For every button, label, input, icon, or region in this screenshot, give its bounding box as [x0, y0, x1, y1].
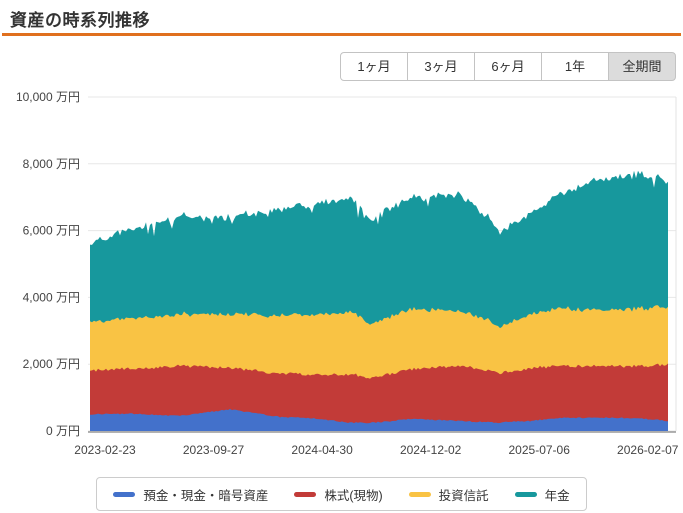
y-axis-label: 10,000 万円 [16, 90, 80, 104]
y-axis-label: 8,000 万円 [23, 157, 80, 171]
legend-item-funds[interactable]: 投資信託 [408, 485, 489, 504]
period-button-6months[interactable]: 6ヶ月 [474, 52, 542, 81]
period-button-1year[interactable]: 1年 [541, 52, 609, 81]
period-button-1month[interactable]: 1ヶ月 [340, 52, 408, 81]
period-button-all[interactable]: 全期間 [608, 52, 676, 81]
chart-legend-row: 預金・現金・暗号資産 株式(現物) 投資信託 年金 [0, 477, 683, 511]
page-title: 資産の時系列推移 [10, 11, 150, 30]
y-axis-label: 6,000 万円 [23, 224, 80, 238]
legend-label-deposits: 預金・現金・暗号資産 [143, 488, 269, 503]
legend-swatch-deposits [113, 491, 136, 497]
chart-legend: 預金・現金・暗号資産 株式(現物) 投資信託 年金 [96, 477, 587, 511]
asset-timeseries-chart: 0 万円 2,000 万円 4,000 万円 6,000 万円 8,000 万円 10,0… [16, 90, 679, 457]
x-axis-label: 2023-02-23 [74, 443, 136, 457]
legend-swatch-pension [514, 491, 537, 497]
x-axis-label: 2023-09-27 [183, 443, 245, 457]
x-axis-label: 2025-07-06 [509, 443, 571, 457]
legend-label-funds: 投資信託 [438, 488, 489, 503]
legend-label-stocks: 株式(現物) [324, 488, 383, 503]
x-axis-label: 2024-04-30 [291, 443, 353, 457]
title-divider [2, 33, 681, 36]
y-axis-label: 4,000 万円 [23, 290, 80, 304]
legend-swatch-funds [408, 491, 431, 497]
x-axis-label: 2024-12-02 [400, 443, 462, 457]
legend-swatch-stocks [294, 491, 317, 497]
period-selector: 1ヶ月 3ヶ月 6ヶ月 1年 全期間 [340, 52, 676, 81]
x-axis-label: 2026-02-07 [617, 443, 679, 457]
legend-item-deposits[interactable]: 預金・現金・暗号資産 [113, 485, 268, 504]
legend-label-pension: 年金 [544, 488, 570, 503]
legend-item-pension[interactable]: 年金 [514, 485, 570, 504]
y-axis-label: 2,000 万円 [23, 357, 80, 371]
y-axis-label: 0 万円 [46, 424, 80, 438]
period-button-3months[interactable]: 3ヶ月 [407, 52, 475, 81]
area-deposits [90, 408, 668, 431]
legend-item-stocks[interactable]: 株式(現物) [294, 485, 383, 504]
